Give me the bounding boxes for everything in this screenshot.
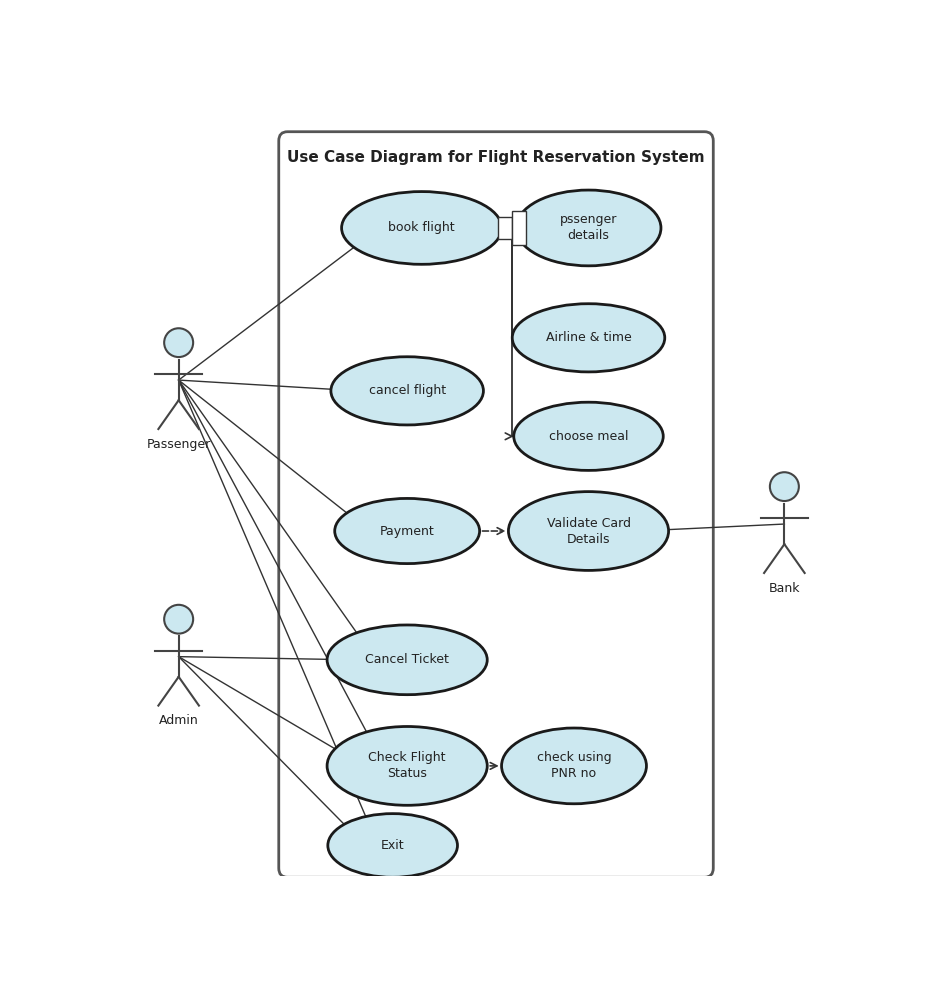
Ellipse shape [327,625,488,695]
Text: Validate Card
Details: Validate Card Details [547,517,631,545]
Bar [512,211,526,245]
Ellipse shape [512,304,665,372]
Text: choose meal: choose meal [548,430,628,443]
Text: cancel flight: cancel flight [369,385,446,398]
Text: check using
PNR no: check using PNR no [536,752,611,780]
Text: Cancel Ticket: Cancel Ticket [365,653,449,666]
Ellipse shape [514,402,664,470]
Ellipse shape [502,728,647,804]
Text: Use Case Diagram for Flight Reservation System: Use Case Diagram for Flight Reservation … [287,150,705,165]
Ellipse shape [342,192,502,265]
Text: Bank: Bank [768,582,800,594]
Ellipse shape [331,357,483,425]
Text: Check Flight
Status: Check Flight Status [369,752,446,780]
Ellipse shape [335,499,479,564]
Ellipse shape [328,814,458,878]
Ellipse shape [770,472,798,501]
Text: Passenger: Passenger [147,438,211,451]
Ellipse shape [164,605,193,634]
Text: pssenger
details: pssenger details [560,214,617,242]
Ellipse shape [164,329,193,357]
Text: book flight: book flight [388,221,455,234]
Text: Airline & time: Airline & time [546,332,632,344]
Text: Admin: Admin [159,714,198,727]
Ellipse shape [516,190,661,266]
Text: Payment: Payment [380,524,434,537]
FancyBboxPatch shape [279,132,713,878]
Text: Exit: Exit [381,839,404,852]
Ellipse shape [327,726,488,805]
Ellipse shape [508,492,668,571]
Bar [498,216,512,239]
